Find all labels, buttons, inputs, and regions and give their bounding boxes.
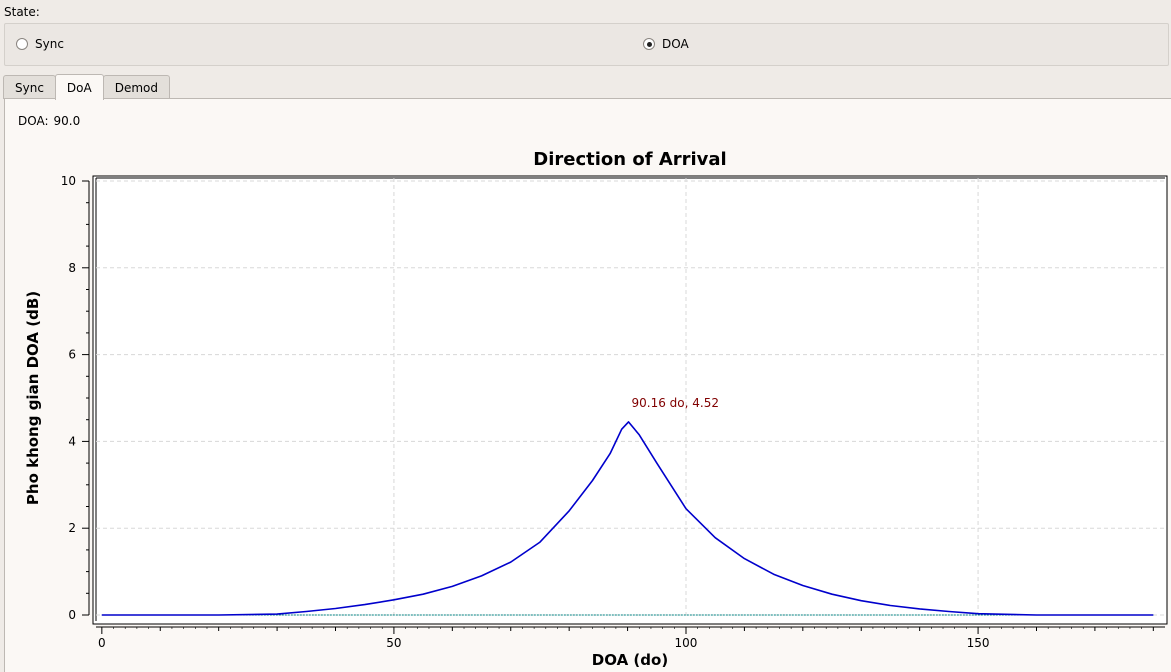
radio-doa-indicator[interactable]: [643, 38, 655, 50]
radio-doa-label: DOA: [662, 37, 689, 51]
doa-readout-value: 90.0: [53, 114, 81, 128]
state-label: State:: [4, 5, 40, 19]
doa-panel: DOA: 90.0: [4, 98, 1171, 672]
state-radio-group: Sync DOA: [4, 23, 1169, 66]
doa-readout: DOA: 90.0: [18, 114, 80, 128]
tab-sync[interactable]: Sync: [3, 75, 56, 99]
radio-sync-indicator[interactable]: [16, 38, 28, 50]
radio-sync-label: Sync: [35, 37, 64, 51]
tab-doa[interactable]: DoA: [54, 74, 104, 100]
tab-bar: Sync DoA Demod: [3, 74, 170, 100]
radio-sync[interactable]: Sync: [16, 37, 64, 51]
radio-doa[interactable]: DOA: [643, 37, 689, 51]
doa-readout-label: DOA:: [18, 114, 49, 128]
tab-demod[interactable]: Demod: [102, 75, 170, 99]
